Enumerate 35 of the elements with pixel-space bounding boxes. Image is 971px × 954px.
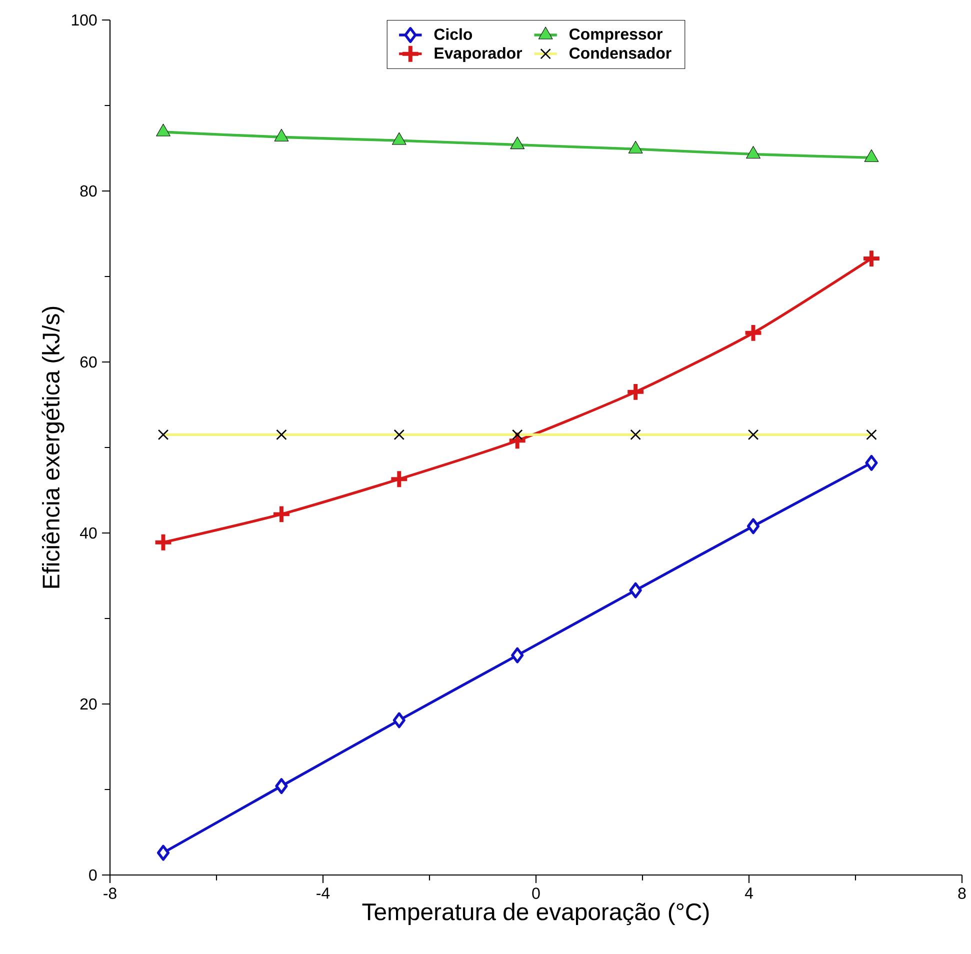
point	[628, 140, 643, 154]
point	[392, 132, 406, 145]
point	[864, 149, 879, 162]
y-tick-label: 40	[80, 527, 97, 539]
x-tick-label: 8	[958, 888, 966, 899]
legend-label: Evaporador	[434, 47, 522, 62]
point	[272, 504, 292, 524]
y-tick-label: 20	[80, 698, 97, 710]
point	[746, 146, 760, 158]
point	[156, 844, 170, 861]
point	[629, 582, 642, 598]
x-axis-title: Temperatura de evaporação (°C)	[362, 902, 709, 926]
x-tick-label: 0	[532, 888, 540, 899]
x-tick-label: -4	[316, 888, 330, 899]
y-tick-label: 60	[80, 356, 97, 368]
legend-label: Compressor	[570, 28, 663, 43]
y-tick-label: 100	[72, 14, 97, 26]
point	[392, 712, 406, 728]
x-tick-label: 4	[744, 888, 753, 899]
y-axis-title: Eficiência exergética (kJ/s)	[42, 306, 64, 588]
point	[865, 454, 878, 471]
point	[507, 430, 528, 451]
point	[511, 647, 524, 664]
legend-label: Ciclo	[434, 28, 472, 40]
point	[153, 532, 174, 552]
point	[274, 128, 289, 142]
x-tick-label: -8	[104, 888, 116, 899]
y-tick-label: 0	[89, 869, 97, 881]
point	[156, 124, 170, 136]
point	[746, 518, 760, 534]
point	[510, 136, 525, 150]
point	[389, 469, 410, 490]
legend-label: Condensador	[570, 47, 672, 59]
y-tick-label: 80	[80, 185, 97, 197]
point	[275, 778, 288, 794]
